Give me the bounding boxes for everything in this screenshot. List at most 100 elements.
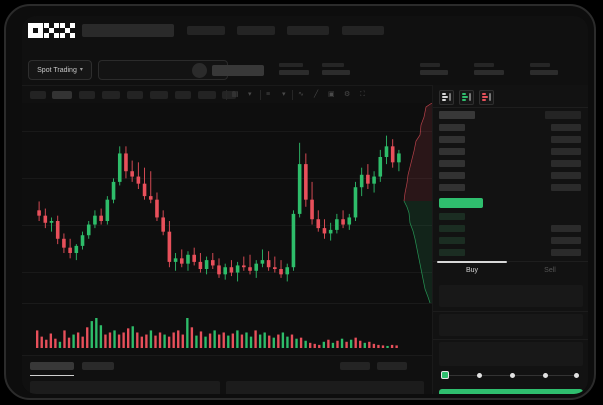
orders-row-1 (226, 381, 424, 394)
submit-buy-button[interactable] (439, 389, 583, 394)
nav-item-1[interactable] (237, 26, 275, 35)
device-frame: Spot Trading ▾ ▾ ▤ (4, 4, 596, 400)
price-chart[interactable] (22, 103, 432, 303)
line-tool-icon[interactable]: ∿ (298, 91, 304, 98)
search-input[interactable] (82, 24, 174, 37)
nav-item-3[interactable] (342, 26, 384, 35)
order-amount-input[interactable] (439, 314, 583, 336)
stat-label (474, 63, 494, 67)
stat-1 (322, 63, 352, 75)
orderbook-ask-amount (551, 160, 581, 167)
volume-pane (22, 303, 432, 356)
orderbook-bid-row[interactable] (439, 225, 465, 232)
timeframe-2[interactable] (79, 91, 95, 99)
pair-name[interactable] (212, 65, 264, 76)
stat-value (279, 70, 309, 75)
orders-panel (22, 355, 432, 394)
order-total-input[interactable] (439, 342, 583, 366)
orders-row-0 (30, 381, 220, 394)
slider-node-50[interactable] (510, 372, 515, 378)
stat-label (322, 63, 344, 67)
orders-action-1[interactable] (377, 362, 407, 370)
timeframe-8[interactable] (222, 91, 236, 99)
tab-buy[interactable]: Buy (465, 267, 479, 274)
app-header (22, 16, 588, 52)
slider-node-75[interactable] (543, 372, 548, 378)
orderbook-col-price (439, 111, 475, 119)
timeframe-6[interactable] (175, 91, 191, 99)
timeframe-3[interactable] (102, 91, 120, 99)
orderbook-bid-row[interactable] (439, 237, 465, 244)
orderbook-ask-row[interactable] (439, 124, 465, 131)
stat-0 (279, 63, 309, 75)
camera-icon[interactable]: ▣ (328, 91, 335, 98)
orderbook-view-modes (439, 90, 494, 105)
stat-value (322, 70, 350, 75)
orderbook-bid-row[interactable] (439, 249, 465, 256)
orderbook-col-amount (545, 111, 581, 119)
timeframe-7[interactable] (198, 91, 216, 99)
orders-action-0[interactable] (340, 362, 370, 370)
orderbook-ask-amount (551, 184, 581, 191)
stat-2 (420, 63, 452, 75)
chevron-down-icon-2[interactable]: ▾ (282, 91, 286, 98)
stat-value (474, 70, 504, 75)
timeframe-1[interactable] (52, 91, 72, 99)
orderbook-ask-amount (551, 148, 581, 155)
orders-tab-0[interactable] (30, 362, 74, 370)
mode-select-spot-trading[interactable]: Spot Trading ▾ (28, 60, 92, 80)
app-screen: Spot Trading ▾ ▾ ▤ (22, 16, 588, 394)
mode-select-label: Spot Trading (37, 66, 77, 74)
orderbook-ask-row[interactable] (439, 160, 465, 167)
chart-toolbar: ▤ ▾ ≡ ▾ ∿ ╱ ▣ ⚙ ⛶ (22, 85, 588, 105)
timeframe-0[interactable] (30, 91, 46, 99)
stat-label (530, 63, 550, 67)
orderbook-panel: Buy Sell (432, 85, 588, 394)
active-tab-underline (437, 261, 507, 263)
candlestick-type-icon[interactable]: ▤ (232, 91, 239, 98)
timeframe-5[interactable] (150, 91, 168, 99)
chevron-down-icon: ▾ (79, 67, 83, 73)
chevron-down-icon[interactable]: ▾ (248, 91, 252, 98)
tab-sell[interactable]: Sell (544, 267, 556, 274)
orderbook-last-price (439, 198, 483, 208)
orderbook-ask-row[interactable] (439, 184, 465, 191)
order-price-input[interactable] (439, 285, 583, 307)
orderbook-bid-amount (551, 249, 581, 256)
stat-label (279, 63, 303, 67)
slider-node-25[interactable] (477, 372, 482, 378)
stat-label (420, 63, 440, 67)
pencil-icon[interactable]: ╱ (314, 91, 319, 98)
orders-tab-1[interactable] (82, 362, 114, 370)
orderbook-ask-row[interactable] (439, 172, 465, 179)
pair-select[interactable]: ▾ (98, 60, 228, 80)
orderbook-asks-icon[interactable] (479, 90, 494, 105)
orderbook-bid-amount (551, 225, 581, 232)
volume-series (36, 318, 398, 348)
indicators-icon[interactable]: ≡ (266, 91, 271, 98)
orderbook-bid-row[interactable] (439, 213, 465, 220)
fullscreen-icon[interactable]: ⛶ (360, 91, 365, 98)
orderbook-ask-row[interactable] (439, 136, 465, 143)
timeframe-4[interactable] (127, 91, 143, 99)
stat-value (530, 70, 558, 75)
slider-node-100[interactable] (574, 372, 579, 378)
orderbook-ask-amount (551, 124, 581, 131)
okx-logo-icon[interactable] (28, 23, 75, 38)
active-tab-underline (30, 375, 74, 376)
nav-item-2[interactable] (287, 26, 329, 35)
settings-icon[interactable]: ⚙ (344, 91, 351, 98)
coin-avatar-icon (192, 63, 207, 78)
candlestick-series (37, 135, 401, 282)
order-form-tabs: Buy Sell (433, 261, 588, 284)
orderbook-bids-icon[interactable] (459, 90, 474, 105)
slider-handle[interactable] (441, 371, 449, 379)
orderbook-bid-amount (551, 237, 581, 244)
amount-slider[interactable] (441, 370, 581, 380)
orderbook-ask-row[interactable] (439, 148, 465, 155)
nav-item-0[interactable] (187, 26, 225, 35)
stat-3 (474, 63, 506, 75)
orderbook-both-icon[interactable] (439, 90, 454, 105)
stat-4 (530, 63, 562, 75)
stat-value (420, 70, 448, 75)
